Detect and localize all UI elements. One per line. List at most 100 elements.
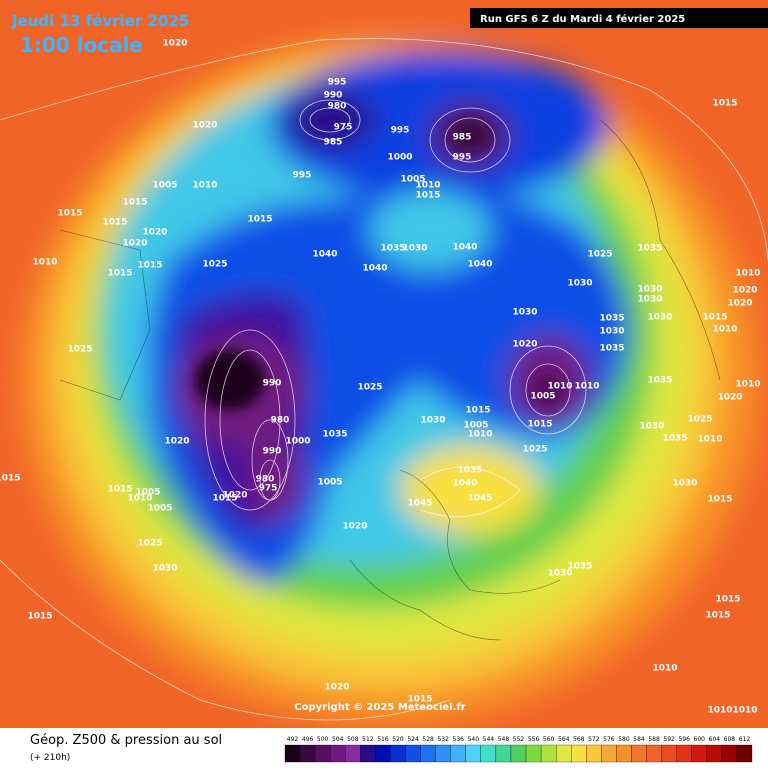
isobar-label: 1035 (599, 344, 624, 354)
isobar-label: 1010 (732, 706, 757, 716)
legend-title: Géop. Z500 & pression au sol (30, 733, 222, 748)
scale-swatch (525, 744, 542, 763)
legend-lead-time: (+ 210h) (30, 753, 70, 763)
isobar-label: 1005 (463, 421, 488, 431)
local-time: 1:00 locale (20, 33, 143, 57)
scale-label: 540 (468, 736, 480, 743)
isobar-label: 1015 (107, 485, 132, 495)
copyright: Copyright © 2025 Meteociel.fr (294, 702, 465, 713)
isobar-label: 1015 (705, 611, 730, 621)
isobar-label: 1005 (400, 175, 425, 185)
isobar-label: 1025 (687, 415, 712, 425)
isobar-label: 1020 (222, 491, 247, 501)
isobar-label: 990 (263, 379, 282, 389)
scale-swatch (330, 744, 346, 763)
scale-label: 524 (407, 736, 419, 743)
scale-swatch (284, 744, 301, 763)
isobar-label: 1010 (32, 258, 57, 268)
isobar-label: 1030 (647, 313, 672, 323)
isobar-label: 1030 (547, 569, 572, 579)
isobar-label: 1010 (127, 494, 152, 504)
isobar-label: 1030 (567, 279, 592, 289)
isobar-label: 1025 (202, 260, 227, 270)
isobar-label: 990 (324, 91, 343, 101)
isobar-label: 985 (324, 138, 343, 148)
isobar-label: 995 (328, 78, 347, 88)
isobar-label: 1020 (512, 340, 537, 350)
isobar-label: 1010 (467, 430, 492, 440)
scale-label: 492 (287, 736, 299, 743)
isobar-label: 1025 (137, 539, 162, 549)
scale-label: 576 (603, 736, 615, 743)
scale-label: 564 (558, 736, 570, 743)
isobar-label: 975 (334, 123, 353, 133)
scale-label: 600 (694, 736, 706, 743)
isobar-label: 1020 (727, 299, 752, 309)
isobar-label: 1015 (102, 218, 127, 228)
scale-swatch (661, 744, 677, 763)
scale-label: 520 (392, 736, 404, 743)
scale-swatch (616, 744, 632, 763)
isobar-label: 1035 (322, 430, 347, 440)
isobar-label: 1015 (415, 191, 440, 201)
isobar-label: 1000 (285, 437, 310, 447)
isobar-label: 985 (453, 133, 472, 143)
isobar-label: 1010 (574, 382, 599, 392)
scale-swatch (510, 744, 527, 763)
scale-label: 604 (709, 736, 721, 743)
scale-label: 508 (347, 736, 359, 743)
isobar-label: 1025 (357, 383, 382, 393)
scale-label: 608 (724, 736, 736, 743)
isobar-label: 1020 (342, 522, 367, 532)
isobar-label: 1005 (317, 478, 342, 488)
isobar-label: 1035 (567, 562, 592, 572)
scale-label: 532 (437, 736, 449, 743)
scale-swatch (465, 744, 481, 763)
isobar-label: 1030 (512, 308, 537, 318)
scale-swatch (495, 744, 512, 763)
isobar-label: 980 (328, 102, 347, 112)
isobar-label: 1035 (637, 244, 662, 254)
scale-swatch (736, 744, 753, 763)
isobar-label: 995 (453, 153, 472, 163)
isobar-label: 1015 (137, 261, 162, 271)
scale-swatch (691, 744, 707, 763)
scale-label: 592 (663, 736, 675, 743)
scale-label: 580 (618, 736, 630, 743)
isobar-label: 1035 (662, 434, 687, 444)
isobar-label: 1030 (637, 295, 662, 305)
isobar-label: 1025 (587, 250, 612, 260)
isobar-label: 980 (256, 475, 275, 485)
scale-label: 596 (678, 736, 690, 743)
scale-swatch (435, 744, 451, 763)
isobar-label: 1015 (407, 695, 432, 705)
scale-swatch (556, 744, 572, 763)
isobar-label: 1030 (402, 244, 427, 254)
scale-label: 536 (453, 736, 465, 743)
isobar-label: 1035 (599, 314, 624, 324)
isobar-label: 1025 (522, 445, 547, 455)
isobar-label: 1010 (192, 181, 217, 191)
isobar-label: 1020 (732, 286, 757, 296)
isobar-label: 1005 (152, 181, 177, 191)
isobar-label: 1005 (530, 392, 555, 402)
color-scale: 492 496 500 504 508 512 516 520 524 528 532 536 540 5… (284, 736, 753, 763)
isobar-label: 1035 (380, 244, 405, 254)
scale-label: 560 (543, 736, 555, 743)
isobar-label: 1005 (135, 488, 160, 498)
scale-swatch (646, 744, 662, 763)
scale-label: 500 (317, 736, 329, 743)
scale-swatch (405, 744, 421, 763)
isobar-label: 1010 (707, 706, 732, 716)
scale-label: 516 (377, 736, 389, 743)
scale-swatch (706, 744, 723, 763)
isobar-label: 1045 (407, 499, 432, 509)
isobar-label: 1015 (712, 99, 737, 109)
isobar-label: 1045 (467, 494, 492, 504)
isobar-label: 1040 (452, 243, 477, 253)
isobar-label: 980 (271, 416, 290, 426)
isobar-label: 1020 (324, 683, 349, 693)
isobar-label: 1030 (672, 479, 697, 489)
isobar-label: 1010 (735, 380, 760, 390)
isobar-label: 1015 (27, 612, 52, 622)
